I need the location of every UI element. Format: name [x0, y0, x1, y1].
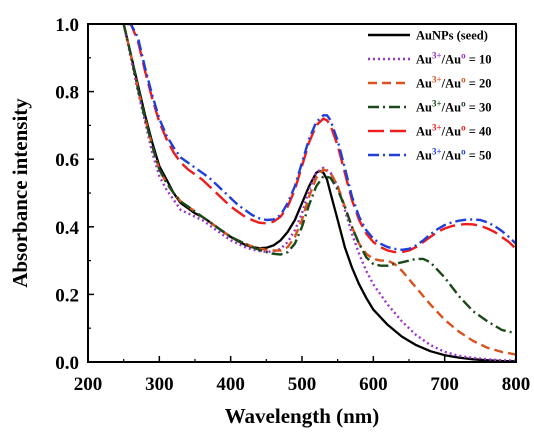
- y-tick-label: 0.8: [55, 83, 79, 104]
- legend: AuNPs (seed) Au3+/Auo = 10 Au3+/Auo = 20 Au…: [368, 29, 491, 163]
- x-tick-label: 500: [288, 374, 317, 395]
- y-tick-label: 0.4: [55, 218, 79, 239]
- series-layer: [122, 24, 516, 362]
- series-line-1: [122, 24, 516, 362]
- x-axis-title: Wavelength (nm): [225, 404, 380, 428]
- x-tick-label: 800: [502, 374, 531, 395]
- series-line-2: [122, 24, 516, 362]
- legend-label-2: Au3+/Auo = 10: [416, 51, 491, 67]
- x-axis-ticks: 200 300 400 500 600 700 800: [74, 356, 531, 395]
- y-tick-label: 0.6: [55, 150, 79, 171]
- series-line-3: [122, 24, 516, 356]
- y-tick-label: 0.2: [55, 285, 79, 306]
- series-line-5: [127, 24, 516, 254]
- x-tick-label: 600: [359, 374, 388, 395]
- series-line-4: [122, 24, 516, 335]
- series-line-6: [127, 24, 516, 252]
- y-tick-label: 0.0: [55, 353, 79, 374]
- legend-label-5: Au3+/Auo = 40: [416, 123, 491, 139]
- y-axis-ticks: 0.0 0.2 0.4 0.6 0.8 1.0: [55, 15, 94, 374]
- legend-label-6: Au3+/Auo = 50: [416, 147, 491, 163]
- y-tick-label: 1.0: [55, 15, 79, 36]
- legend-label-4: Au3+/Auo = 30: [416, 99, 491, 115]
- plot-frame: [87, 23, 517, 363]
- x-tick-label: 700: [430, 374, 459, 395]
- x-tick-label: 200: [74, 374, 103, 395]
- legend-label-3: Au3+/Auo = 20: [416, 75, 491, 91]
- y-axis-title: Absorbance intensity: [8, 98, 32, 288]
- x-tick-label: 300: [145, 374, 174, 395]
- x-tick-label: 400: [216, 374, 245, 395]
- legend-label-1: AuNPs (seed): [416, 29, 488, 43]
